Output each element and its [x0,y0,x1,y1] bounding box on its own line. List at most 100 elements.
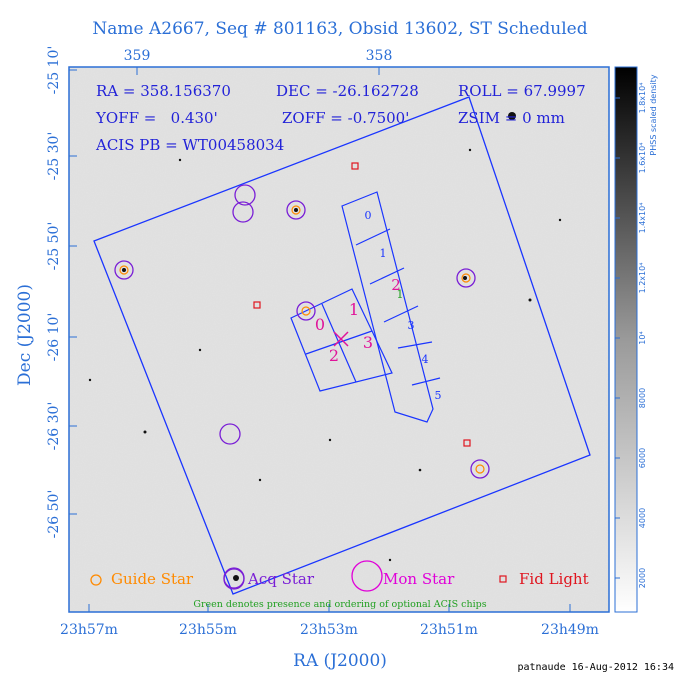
guide-star-marker [119,265,129,275]
background-star [233,575,239,581]
fid-light-marker [463,439,471,447]
background-star [178,158,182,162]
acis-s-outline [341,191,434,423]
legend-optional-chip-note: Green denotes presence and ordering of o… [193,599,486,610]
optional-chip-order-label: 1 [397,288,404,301]
x-tick-label: 23h49m [541,622,599,638]
y-axis-tick-labels: -25 10' -25 30' -25 50' -26 10' -26 30' -26 5… [46,46,62,539]
colorbar-tick-label: 10⁴ [638,331,647,344]
acis-s-chip-label: 2 [391,276,401,294]
acq-star-marker [296,301,316,321]
x-top-tick-label: 358 [366,48,393,64]
aimpoint-marker [333,331,349,347]
y-tick-label: -26 50' [46,490,62,539]
background-star [328,438,332,442]
background-star [558,218,562,222]
info-acis-pb: ACIS PB = WT00458034 [96,136,285,154]
acq-star-marker [114,260,134,280]
background-star [88,378,92,382]
acis-s-array [341,191,441,423]
acis-i-divider-horizontal [305,330,373,355]
acis-i-outline [290,288,393,392]
acq-star-marker [232,201,254,223]
acis-s-divider-2 [369,267,405,285]
legend-acq-star-label: Acq Star [247,570,315,588]
x-tick-label: 23h51m [420,622,478,638]
legend-guide-star-label: Guide Star [111,570,194,588]
acq-star-marker [286,200,306,220]
legend-mon-star-symbol [351,560,383,592]
info-ra: RA = 358.156370 [96,82,231,100]
colorbar-tick-label: 1.4x10⁴ [638,203,647,234]
y-axis-label: Dec (J2000) [15,284,35,386]
y-tick-label: -25 30' [46,132,62,181]
background-star [388,558,392,562]
chart-title: Name A2667, Seq # 801163, Obsid 13602, S… [92,19,588,39]
background-star [258,478,262,482]
x-tick-label: 23h55m [179,622,237,638]
acq-star-marker [219,423,241,445]
background-star [143,430,147,434]
colorbar-tick-label: 1.8x10⁴ [638,83,647,114]
colorbar-tick-label: 1.6x10⁴ [638,143,647,174]
acis-i-array [290,288,393,392]
y-tick-label: -25 50' [46,222,62,271]
x-axis-tick-labels: 23h57m 23h55m 23h53m 23h51m 23h49m [60,622,599,638]
background-star [418,468,422,472]
x-axis-label: RA (J2000) [293,651,387,671]
colorbar-tick-label: 1.2x10⁴ [638,263,647,294]
background-star [198,348,202,352]
x-tick-label: 23h53m [300,622,358,638]
info-zoff: ZOFF = -0.7500' [282,109,410,127]
colorbar-tick-label: 2000 [638,568,647,588]
colorbar-ticks [615,97,620,579]
legend-fid-light-symbol [499,575,507,583]
info-roll: ROLL = 67.9997 [458,82,586,100]
acis-s-chip-label: 1 [380,247,387,260]
legend-acq-star-symbol [223,568,245,590]
legend-fid-light-label: Fid Light [519,570,589,588]
y-tick-label: -26 30' [46,402,62,451]
info-yoff: YOFF = 0.430' [96,109,218,127]
background-star [122,268,126,272]
colorbar-tick-label: 4000 [638,508,647,528]
acis-s-chip-label: 4 [422,353,429,366]
star-markers [114,162,490,589]
colorbar-label: PHSS scaled density [649,74,658,155]
background-stars [88,112,562,581]
acis-s-divider-1 [355,228,391,246]
footer-stamp: patnaude 16-Aug-2012 16:34 [517,662,674,673]
x-axis-top-tick-labels: 359 358 [124,48,393,64]
y-axis-ticks [69,69,77,515]
colorbar-tick-label: 6000 [638,448,647,468]
acis-s-divider-3 [383,305,419,323]
info-dec: DEC = -26.162728 [276,82,419,100]
acis-s-divider-4 [397,341,433,349]
acq-star-marker [470,459,490,479]
background-star [468,148,472,152]
guide-star-marker [291,205,301,215]
background-star [463,276,467,280]
acq-star-marker [234,184,256,206]
fid-light-marker [253,301,261,309]
acis-i-chip-label: 0 [315,315,325,334]
acis-i-chip-label: 1 [349,300,359,319]
info-zsim: ZSIM = 0 mm [458,109,565,127]
legend: Guide Star Acq Star Mon Star Fid Light Green… [90,560,589,610]
guide-star-marker [475,464,485,474]
x-axis-ticks [88,67,571,612]
y-tick-label: -25 10' [46,46,62,95]
plot-frame [68,66,610,613]
acis-s-divider-5 [411,377,441,386]
background-star [294,208,298,212]
colorbar-tick-labels: 2000 4000 6000 8000 10⁴ 1.2x10⁴ 1.4x10⁴ 1.6x10⁴… [638,83,647,589]
acq-star-marker [456,268,476,288]
x-tick-label: 23h57m [60,622,118,638]
acis-s-chip-label: 0 [365,209,372,222]
x-top-tick-label: 359 [124,48,151,64]
background-star [508,112,516,120]
guide-star-marker [301,306,311,316]
colorbar-tick-label: 8000 [638,388,647,408]
